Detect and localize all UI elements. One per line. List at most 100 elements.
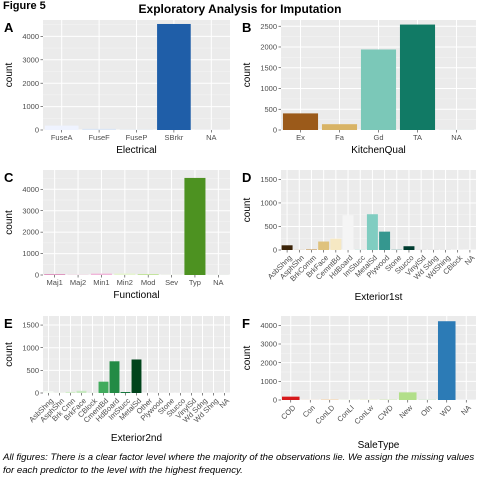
bar-brkface bbox=[76, 390, 87, 393]
y-tick-label: 2000 bbox=[22, 228, 39, 237]
panel-c-functional: C 0 1000 2000 3000 4000 Maj1 Maj2 Min1 Min2 Mod Sev… bbox=[4, 170, 230, 301]
y-tick-label: 500 bbox=[264, 222, 277, 231]
bar-fusef bbox=[82, 128, 116, 130]
x-tick-label-maj1: Maj1 bbox=[47, 278, 63, 287]
bar-brk-cmn bbox=[65, 391, 76, 393]
bar-imstucc bbox=[120, 392, 131, 393]
y-axis-title: count bbox=[242, 198, 253, 223]
x-tick-label-fa: Fa bbox=[335, 133, 345, 142]
x-axis-title: Functional bbox=[113, 290, 159, 301]
x-tick-label-na: NA bbox=[451, 133, 461, 142]
x-tick-label-maj2: Maj2 bbox=[70, 278, 86, 287]
y-tick-label: 0 bbox=[35, 126, 39, 135]
bar-min2 bbox=[114, 273, 136, 275]
y-tick-label: 2500 bbox=[260, 22, 277, 31]
x-tick-label-typ: Typ bbox=[189, 278, 201, 287]
bar-gd bbox=[360, 49, 397, 131]
x-tick-label-sbrkr: SBrkr bbox=[165, 133, 184, 142]
panel-tag-f: F bbox=[242, 316, 250, 331]
y-tick-label: 0 bbox=[273, 396, 277, 405]
x-tick-label-conlw: ConLw bbox=[352, 403, 375, 426]
y-tick-label: 1500 bbox=[22, 321, 39, 330]
y-tick-label: 1500 bbox=[260, 63, 277, 72]
bar-asbshng bbox=[281, 245, 293, 250]
bar-metalsd bbox=[131, 359, 142, 393]
y-tick-label: 1000 bbox=[260, 377, 277, 386]
bar-sbrkr bbox=[157, 23, 191, 131]
panel-tag-a: A bbox=[4, 20, 14, 35]
x-axis-title: Exterior1st bbox=[355, 292, 403, 303]
bar-wd-sdng bbox=[427, 249, 439, 250]
y-tick-label: 500 bbox=[264, 105, 277, 114]
y-tick-label: 0 bbox=[35, 271, 39, 280]
y-axis-title: count bbox=[4, 63, 15, 88]
bar-typ bbox=[184, 177, 206, 275]
y-tick-label: 3000 bbox=[22, 206, 39, 215]
bar-vinylsd bbox=[415, 249, 427, 250]
x-tick-label-sev: Sev bbox=[165, 278, 178, 287]
figure-title: Exploratory Analysis for Imputation bbox=[138, 2, 342, 16]
y-tick-label: 500 bbox=[26, 366, 39, 375]
bar-metalsd bbox=[366, 214, 378, 250]
y-tick-label: 1000 bbox=[22, 102, 39, 111]
bar-ex bbox=[282, 113, 319, 130]
x-axis-title: Exterior2nd bbox=[111, 433, 162, 444]
x-tick-label-na: NA bbox=[459, 403, 473, 417]
y-axis-title: count bbox=[242, 63, 253, 88]
bar-fusea bbox=[44, 125, 79, 130]
y-tick-label: 4000 bbox=[260, 321, 277, 330]
x-axis-title: KitchenQual bbox=[351, 145, 405, 156]
x-tick-label-min2: Min2 bbox=[117, 278, 133, 287]
x-tick-label-fusep: FuseP bbox=[126, 133, 148, 142]
bar-min1 bbox=[90, 273, 112, 275]
bar-ta bbox=[399, 24, 436, 130]
panel-a-electrical: A 0 1000 2000 3000 4000 FuseA FuseF FuseP SBrkr NA… bbox=[4, 20, 230, 156]
panel-tag-d: D bbox=[242, 170, 251, 185]
x-tick-label-fusef: FuseF bbox=[88, 133, 110, 142]
panel-tag-e: E bbox=[4, 316, 13, 331]
bar-hdboard bbox=[109, 361, 120, 393]
bar-plywood bbox=[379, 231, 391, 250]
panel-d-exterior1st: D050010001500AsbShngAsphShnBrkCommBrkFac… bbox=[242, 170, 477, 303]
y-tick-label: 2000 bbox=[260, 358, 277, 367]
bar-fa bbox=[321, 124, 358, 130]
x-tick-label-na: NA bbox=[463, 253, 477, 267]
x-tick-label-new: New bbox=[397, 403, 414, 420]
panel-b-kitchenqual: B 0 500 1000 1500 2000 2500 Ex Fa Gd TA NA KitchenQu… bbox=[242, 20, 476, 156]
y-axis-title: count bbox=[242, 346, 253, 371]
y-tick-label: 1000 bbox=[260, 199, 277, 208]
x-tick-label-na: NA bbox=[213, 278, 223, 287]
bar-cod bbox=[281, 396, 300, 400]
bar-stucco bbox=[403, 246, 415, 250]
y-tick-label: 0 bbox=[273, 246, 277, 255]
y-tick-label: 1000 bbox=[260, 84, 277, 93]
x-tick-label-oth: Oth bbox=[419, 403, 434, 418]
y-tick-label: 4000 bbox=[22, 185, 39, 194]
x-tick-label-ex: Ex bbox=[296, 133, 305, 142]
y-tick-label: 1000 bbox=[22, 249, 39, 258]
x-tick-label-con: Con bbox=[301, 403, 317, 419]
y-tick-label: 0 bbox=[273, 126, 277, 135]
x-tick-label-conld: ConLD bbox=[313, 403, 336, 426]
y-tick-label: 1500 bbox=[260, 175, 277, 184]
x-tick-label-wd: WD bbox=[438, 403, 454, 419]
x-tick-label-cwd: CWD bbox=[376, 403, 395, 422]
x-tick-label-cod: COD bbox=[279, 403, 298, 422]
x-tick-label-na: NA bbox=[206, 133, 216, 142]
y-tick-label: 0 bbox=[35, 389, 39, 398]
x-axis-title: Electrical bbox=[116, 145, 157, 156]
panel-tag-c: C bbox=[4, 170, 14, 185]
bar-cmentbd bbox=[98, 381, 109, 393]
panel-tag-b: B bbox=[242, 20, 251, 35]
bar-brkface bbox=[318, 241, 330, 250]
bar-new bbox=[398, 392, 417, 400]
y-tick-label: 2000 bbox=[22, 79, 39, 88]
y-axis-title: count bbox=[4, 342, 15, 367]
y-tick-label: 3000 bbox=[22, 55, 39, 64]
plot-background bbox=[281, 170, 476, 250]
y-axis-title: count bbox=[4, 210, 15, 235]
bar-hdboard bbox=[342, 215, 354, 250]
